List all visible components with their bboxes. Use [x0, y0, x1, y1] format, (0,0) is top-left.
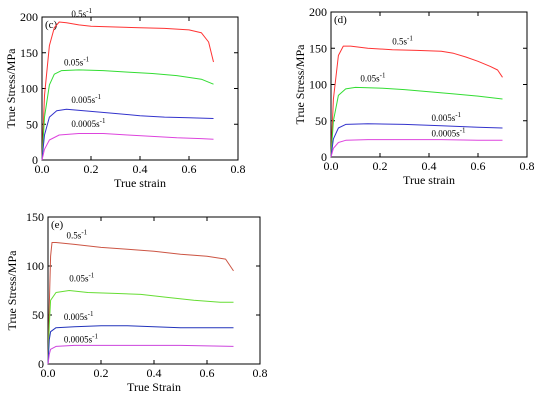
x-axis-title: True strain: [403, 173, 455, 187]
x-tick-label: 0.0: [35, 162, 50, 176]
panel-label: (d): [334, 14, 347, 26]
chart-panel-2: 0.0 0.2 0.4 0.6 0.8 0 50 100 150 True Strain True …: [5, 210, 268, 394]
plot-frame: [330, 11, 528, 158]
x-tick-label: 0.0: [324, 159, 339, 173]
x-tick-label: 0.6: [471, 159, 486, 173]
y-tick-label: 150: [309, 41, 327, 55]
panel-label: (e): [51, 219, 64, 231]
x-tick-label: 0.4: [147, 366, 162, 380]
series-label-0: 0.5s-1: [392, 35, 413, 47]
x-tick-label: 0.2: [84, 162, 99, 176]
series-label-3: 0.0005s-1: [71, 117, 106, 129]
chart-panel-0: 0.0 0.2 0.4 0.6 0.8 0 50 100 150 200 True strain Tr…: [4, 7, 246, 190]
series-line-2: [41, 108, 214, 161]
y-tick-label: 100: [20, 82, 38, 96]
y-tick-label: 200: [309, 5, 327, 19]
series-line-1: [330, 86, 503, 158]
y-tick-label: 150: [20, 46, 38, 60]
x-tick-label: 0.4: [422, 159, 437, 173]
y-tick-label: 0: [321, 150, 327, 164]
y-axis-title: True Stress/MPa: [293, 44, 307, 125]
series-label-0: 0.5s-1: [67, 229, 88, 241]
x-tick-label: 0.8: [253, 366, 268, 380]
x-tick-label: 0.2: [373, 159, 388, 173]
y-tick-label: 50: [315, 114, 327, 128]
series-label-0: 0.5s-1: [71, 7, 92, 19]
series-label-1: 0.05s-1: [64, 56, 90, 68]
x-tick-label: 0.2: [94, 366, 109, 380]
series-line-2: [330, 123, 503, 158]
series-line-0: [47, 242, 234, 365]
series-label-3: 0.0005s-1: [431, 127, 466, 139]
x-tick-label: 0.6: [200, 366, 215, 380]
series-line-3: [41, 133, 214, 161]
series-line-3: [47, 344, 234, 365]
series-label-2: 0.005s-1: [64, 310, 94, 322]
series-line-2: [47, 325, 234, 365]
y-tick-label: 150: [26, 210, 44, 224]
series-label-2: 0.005s-1: [71, 93, 101, 105]
chart-panel-1: 0.0 0.2 0.4 0.6 0.8 0 50 100 150 200 True strain Tr…: [293, 5, 535, 187]
y-tick-label: 50: [32, 308, 44, 322]
series-label-1: 0.05s-1: [360, 72, 386, 84]
y-tick-label: 0: [32, 153, 38, 167]
y-tick-label: 200: [20, 10, 38, 24]
x-axis-title: True strain: [114, 176, 166, 190]
series-line-0: [330, 45, 503, 158]
series-line-1: [47, 290, 234, 365]
y-tick-label: 50: [26, 117, 38, 131]
x-tick-label: 0.0: [41, 366, 56, 380]
series-label-3: 0.0005s-1: [64, 332, 99, 344]
series-line-0: [41, 21, 214, 161]
series-label-1: 0.05s-1: [69, 272, 95, 284]
x-tick-label: 0.8: [520, 159, 535, 173]
y-tick-label: 0: [38, 357, 44, 371]
x-tick-label: 0.4: [133, 162, 148, 176]
x-tick-label: 0.8: [231, 162, 246, 176]
series-line-1: [41, 69, 214, 161]
y-tick-label: 100: [26, 259, 44, 273]
panel-label: (c): [45, 19, 58, 31]
x-tick-label: 0.6: [182, 162, 197, 176]
series-label-2: 0.005s-1: [431, 111, 461, 123]
x-axis-title: True Strain: [127, 380, 181, 394]
y-axis-title: True Stress/MPa: [5, 250, 19, 331]
y-tick-label: 100: [309, 78, 327, 92]
series-line-3: [330, 139, 503, 158]
y-axis-title: True Stress/MPa: [4, 48, 18, 129]
